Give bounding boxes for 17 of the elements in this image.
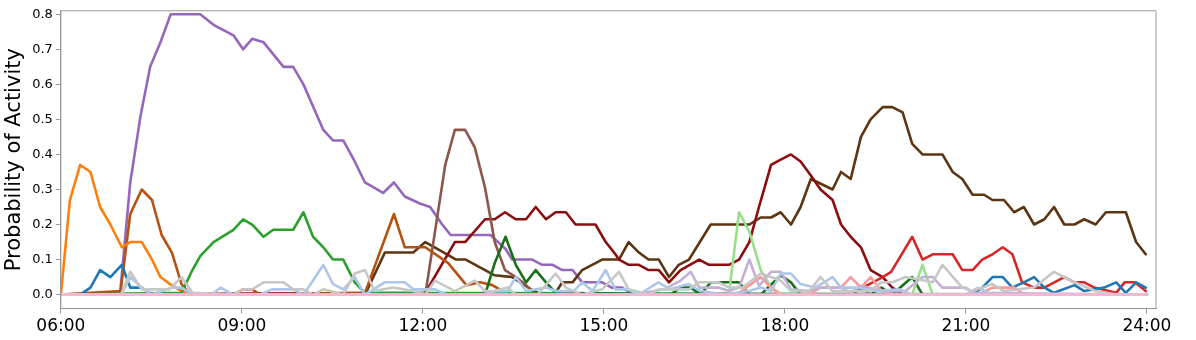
y-tick-label: 0.3 [32, 180, 53, 196]
x-tick-label: 24:00 [1122, 315, 1172, 336]
x-tick-label: 15:00 [579, 315, 629, 336]
y-tick-label: 0.6 [32, 75, 53, 91]
y-tick-label: 0.7 [32, 40, 53, 56]
y-tick-label: 0.1 [32, 250, 53, 266]
y-axis-title: Probability of Activity [1, 48, 26, 272]
x-tick-label: 18:00 [760, 315, 810, 336]
x-tick-label: 06:00 [36, 315, 86, 336]
x-tick-label: 09:00 [217, 315, 267, 336]
y-tick-label: 0.0 [32, 285, 53, 301]
y-tick-label: 0.4 [32, 145, 53, 161]
x-tick-label: 21:00 [941, 315, 991, 336]
y-tick-label: 0.8 [32, 5, 53, 21]
x-tick-label: 12:00 [398, 315, 448, 336]
y-tick-label: 0.5 [32, 110, 53, 126]
y-tick-label: 0.2 [32, 215, 53, 231]
